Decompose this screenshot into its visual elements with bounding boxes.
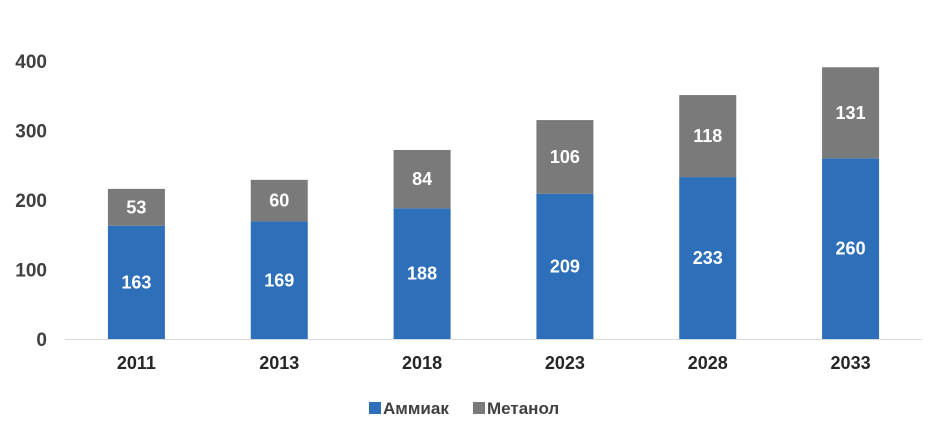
bars: 163 53 169 60 188 84 209 106 233 118 260 131 (107, 67, 880, 339)
y-tick-label: 200 (15, 191, 47, 212)
x-tick-label: 2023 (545, 353, 585, 373)
bar-ammonia-2018 (393, 208, 451, 339)
bar-ammonia-2033 (822, 158, 880, 339)
x-tick-label: 2011 (117, 353, 156, 373)
bar-methanol-2013 (250, 179, 308, 222)
data-label: 131 (836, 103, 866, 123)
bar-methanol-2033 (822, 67, 880, 159)
bar-methanol-2011 (107, 188, 165, 226)
bar-methanol-2028 (679, 95, 737, 178)
legend: Аммиак Метанол (369, 399, 559, 418)
data-label: 53 (126, 197, 146, 217)
bar-methanol-2018 (393, 149, 451, 209)
data-label: 169 (264, 270, 294, 290)
data-label: 60 (269, 191, 289, 211)
y-tick-label: 300 (15, 122, 47, 143)
data-label: 260 (836, 239, 866, 259)
data-label: 163 (121, 272, 151, 292)
x-tick-label: 2028 (688, 353, 728, 373)
data-label: 188 (407, 264, 437, 284)
legend-swatch (473, 402, 485, 414)
x-tick-label: 2033 (831, 353, 871, 373)
x-tick-label: 2018 (402, 353, 442, 373)
bar-methanol-2023 (536, 120, 594, 194)
data-label: 84 (412, 169, 432, 189)
bar-ammonia-2023 (536, 193, 594, 339)
bar-ammonia-2028 (679, 177, 737, 339)
y-tick-label: 100 (15, 261, 47, 282)
bar-ammonia-2013 (250, 221, 308, 339)
y-axis: 0 100 200 300 400 (15, 52, 47, 351)
x-axis: 2011 2013 2018 2023 2028 2033 (65, 339, 922, 373)
y-tick-label: 0 (36, 330, 47, 351)
data-label: 209 (550, 256, 580, 276)
legend-label: Аммиак (383, 399, 449, 418)
data-label: 233 (693, 248, 723, 268)
bar-ammonia-2011 (107, 225, 165, 339)
legend-swatch (369, 402, 381, 414)
data-label: 118 (693, 126, 722, 146)
data-label: 106 (550, 147, 580, 167)
y-tick-label: 400 (15, 52, 47, 73)
x-tick-label: 2013 (259, 353, 299, 373)
legend-label: Метанол (487, 399, 559, 418)
